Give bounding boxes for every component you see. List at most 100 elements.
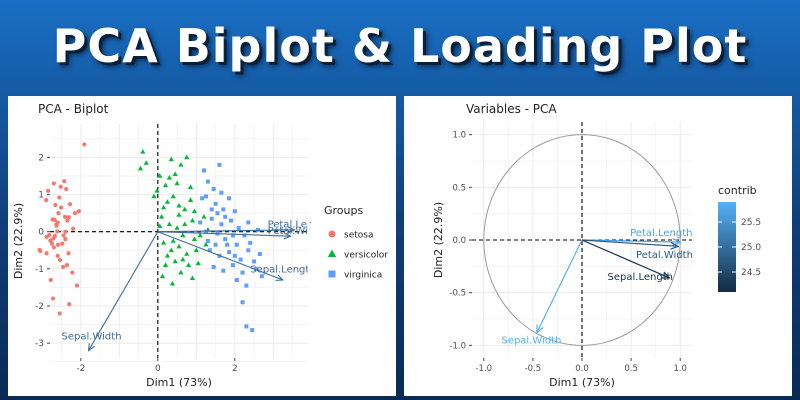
- data-point-setosa: [48, 277, 53, 283]
- data-point-versicolor: [169, 280, 176, 286]
- loading-arrow-petal-width: [157, 231, 291, 236]
- legend-marker-versicolor: [327, 249, 337, 257]
- data-point-versicolor: [193, 247, 199, 253]
- data-point-versicolor: [174, 225, 180, 230]
- banner-title: PCA Biplot & Loading Plot: [52, 19, 748, 73]
- data-point-setosa: [52, 233, 58, 238]
- data-point-versicolor: [180, 232, 186, 238]
- data-point-setosa: [59, 205, 64, 210]
- data-point-versicolor: [164, 253, 171, 258]
- data-point-versicolor: [180, 256, 186, 262]
- data-point-versicolor: [160, 204, 167, 210]
- data-point-versicolor: [191, 208, 198, 214]
- y-tick-label: -1.0: [449, 341, 466, 351]
- data-point-setosa: [44, 251, 49, 256]
- legend-title: contrib: [718, 184, 757, 197]
- y-tick-label: 0.0: [452, 236, 466, 246]
- plot-edge: [308, 124, 310, 358]
- data-point-virginica: [240, 300, 245, 305]
- variable-arrow-petal-length: [581, 240, 680, 242]
- x-axis-label: Dim1 (73%): [549, 376, 615, 389]
- data-point-virginica: [205, 179, 210, 184]
- data-point-setosa: [56, 211, 61, 216]
- data-point-setosa: [54, 222, 59, 227]
- data-point-virginica: [238, 257, 243, 262]
- data-point-versicolor: [168, 156, 174, 162]
- data-point-virginica: [250, 328, 255, 333]
- data-point-virginica: [211, 265, 216, 269]
- loading-arrow-sepal-width: [89, 231, 159, 351]
- x-tick-label: 0.0: [575, 364, 589, 374]
- correlation-circle: [483, 134, 681, 346]
- data-point-virginica: [232, 209, 237, 214]
- loading-plot-panel: Petal.Length Petal.Width Sepal.Length Sepal…: [404, 96, 792, 396]
- data-point-virginica: [200, 196, 205, 201]
- data-point-virginica: [209, 207, 214, 212]
- y-tick-label: -3: [35, 339, 44, 349]
- data-point-setosa: [62, 179, 67, 184]
- data-point-versicolor: [157, 173, 163, 178]
- data-point-versicolor: [137, 165, 144, 171]
- data-point-setosa: [53, 202, 58, 208]
- data-point-versicolor: [201, 214, 207, 219]
- y-axis-label: Dim2 (22.9%): [12, 203, 25, 279]
- data-point-setosa: [64, 263, 70, 268]
- data-point-setosa: [60, 264, 66, 270]
- data-point-virginica: [246, 220, 251, 225]
- data-point-setosa: [72, 211, 78, 216]
- data-point-setosa: [45, 188, 51, 193]
- data-point-setosa: [37, 247, 42, 253]
- data-point-versicolor: [154, 188, 160, 193]
- y-axis-label: Dim2 (22.9%): [432, 202, 445, 278]
- data-point-versicolor: [170, 238, 176, 243]
- data-point-setosa: [71, 226, 76, 231]
- chart-title: PCA - Biplot: [38, 102, 109, 116]
- data-point-virginica: [203, 194, 208, 199]
- data-point-virginica: [252, 259, 257, 264]
- y-tick-label: -0.5: [449, 289, 466, 299]
- data-point-versicolor: [160, 240, 167, 245]
- data-point-versicolor: [166, 175, 172, 180]
- legend-title: Groups: [324, 204, 363, 217]
- data-point-setosa: [50, 217, 55, 222]
- data-point-setosa: [63, 237, 68, 242]
- data-point-virginica: [209, 216, 214, 221]
- data-point-versicolor: [195, 260, 201, 266]
- data-point-setosa: [70, 270, 75, 275]
- loading-label: Sepal.Width: [62, 331, 122, 342]
- data-point-versicolor: [187, 184, 194, 189]
- data-point-virginica: [230, 263, 235, 268]
- data-point-virginica: [236, 226, 241, 230]
- data-point-virginica: [207, 248, 212, 253]
- legend-marker-setosa: [328, 230, 336, 238]
- data-point-versicolor: [189, 217, 196, 223]
- data-point-setosa: [76, 209, 81, 214]
- colorbar-tick-label: 24.5: [741, 268, 761, 278]
- data-point-virginica: [248, 240, 253, 245]
- data-point-versicolor: [176, 212, 182, 217]
- data-point-setosa: [57, 311, 62, 316]
- data-point-versicolor: [174, 180, 180, 186]
- data-point-virginica: [221, 207, 226, 212]
- x-tick-label: 2: [232, 364, 238, 374]
- data-point-setosa: [55, 229, 60, 234]
- data-point-setosa: [62, 214, 68, 219]
- data-point-virginica: [259, 274, 264, 279]
- data-point-virginica: [234, 242, 239, 247]
- data-point-setosa: [60, 241, 65, 246]
- loading-label: Sepal.Lengt: [250, 265, 309, 276]
- y-tick-label: 1: [38, 191, 44, 201]
- data-point-virginica: [230, 233, 235, 238]
- data-point-versicolor: [166, 221, 172, 227]
- chart-title: Variables - PCA: [466, 102, 557, 116]
- y-tick-label: 0.5: [452, 183, 466, 193]
- variable-arrow-petal-width: [581, 239, 678, 246]
- data-point-setosa: [66, 215, 71, 220]
- loading-label: Petal.Ler: [268, 219, 312, 230]
- data-point-virginica: [205, 239, 210, 243]
- y-tick-label: 0: [38, 228, 44, 238]
- data-point-versicolor: [140, 149, 146, 154]
- data-point-versicolor: [143, 160, 149, 165]
- data-point-virginica: [246, 248, 251, 253]
